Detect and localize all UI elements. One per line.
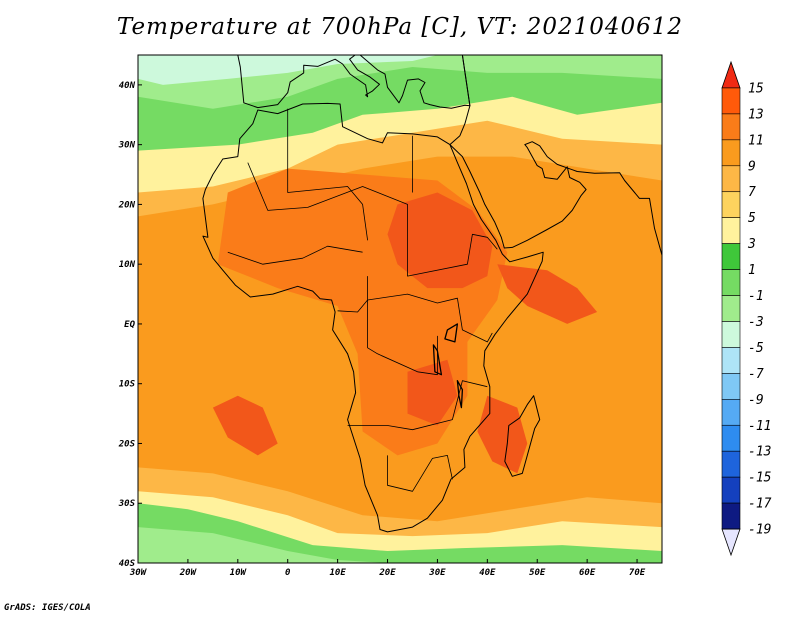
y-tick-label: 30S xyxy=(118,499,136,509)
east-arabian-red xyxy=(497,264,598,324)
colorbar-segment xyxy=(721,113,741,141)
colorbar-label: -13 xyxy=(748,445,771,460)
madagascar-coastline xyxy=(504,395,541,477)
colorbar-label: -17 xyxy=(748,497,772,512)
y-tick-label: 40S xyxy=(119,559,136,569)
border-line xyxy=(337,293,493,343)
colorbar-segment xyxy=(721,243,741,270)
y-tick-label: 30N xyxy=(118,141,136,151)
africa-coastline xyxy=(202,102,544,533)
border-line xyxy=(247,162,498,277)
colorbar-label: 3 xyxy=(747,237,756,252)
y-tick-label: 10S xyxy=(119,380,136,390)
colorbar-segment xyxy=(721,165,741,193)
colorbar-segment xyxy=(721,424,741,452)
colorbar-segment xyxy=(721,217,741,244)
colorbar-segment xyxy=(721,476,741,504)
colorbar-label: -15 xyxy=(748,471,772,486)
temperature-field xyxy=(138,55,662,563)
x-tick-label: 30W xyxy=(129,568,148,578)
colorbar-label: -7 xyxy=(748,367,764,382)
x-tick-label: 30E xyxy=(428,568,446,578)
coastlines xyxy=(202,55,662,533)
colorbar-segment xyxy=(721,347,741,374)
colorbar-segment xyxy=(721,321,741,348)
lake-outline xyxy=(456,380,464,409)
border-line xyxy=(347,380,488,431)
zambia-red xyxy=(407,359,458,426)
x-tick-label: 40E xyxy=(479,568,496,578)
x-tick-label: 20W xyxy=(179,568,198,578)
x-tick-label: 0 xyxy=(285,568,291,578)
colorbar-label: -3 xyxy=(748,315,764,330)
colorbar: 15 13 11 9 7 5 3 1 -1 -3 -5 -7 -9 -11 -13 -15 -17 -19 xyxy=(721,60,772,557)
y-axis-ticks: 40N 30N 20N 10N EQ 10S 20S 30S 40S xyxy=(118,81,142,569)
chart-title: Temperature at 700hPa [C], VT: 202104061… xyxy=(116,14,684,40)
y-tick-label: 10N xyxy=(119,260,136,270)
x-axis-ticks: 30W 20W 10W 0 10E 20E 30E 40E 50E 60E 70E xyxy=(129,559,646,578)
x-tick-label: 50E xyxy=(529,568,546,578)
y-tick-label: 40N xyxy=(119,81,136,91)
colorbar-label: 9 xyxy=(748,159,756,174)
colorbar-segment xyxy=(721,399,741,426)
y-tick-label: 20S xyxy=(118,439,136,449)
colorbar-label: 11 xyxy=(748,133,764,148)
colorbar-label: 7 xyxy=(748,185,756,200)
colorbar-segment xyxy=(721,139,741,167)
colorbar-segment xyxy=(721,450,741,478)
colorbar-arrow-bottom xyxy=(721,528,741,557)
arabia-asia-coastline xyxy=(449,55,662,256)
colorbar-segment xyxy=(721,373,741,400)
north-cyan xyxy=(138,55,438,85)
sw-atlantic-red xyxy=(212,395,278,456)
colorbar-arrow-top xyxy=(721,60,741,89)
border-line xyxy=(387,455,453,492)
colorbar-label: -1 xyxy=(748,289,764,304)
border-line xyxy=(287,108,368,241)
colorbar-segment xyxy=(721,191,741,218)
x-tick-label: 70E xyxy=(629,568,646,578)
colorbar-segment xyxy=(721,87,741,115)
x-tick-label: 20E xyxy=(378,568,396,578)
map-frame xyxy=(137,54,663,564)
lake-outline xyxy=(444,323,459,343)
colorbar-segment xyxy=(721,502,741,530)
credit-label: GrADS: IGES/COLA xyxy=(4,603,91,613)
colorbar-label: 5 xyxy=(748,211,756,226)
europe-coastline xyxy=(237,55,471,109)
colorbar-label: -19 xyxy=(748,523,771,538)
madagascar-red xyxy=(477,395,528,474)
y-tick-label: EQ xyxy=(124,320,135,330)
lake-outline xyxy=(432,344,443,376)
border-line xyxy=(367,276,438,376)
south-palegreen xyxy=(138,527,388,563)
border-line xyxy=(227,245,363,265)
colorbar-label: 15 xyxy=(748,81,764,96)
colorbar-segment xyxy=(721,295,741,322)
y-tick-label: 20N xyxy=(118,200,136,210)
colorbar-label: 1 xyxy=(748,263,756,278)
colorbar-label: -11 xyxy=(748,419,771,434)
colorbar-segment xyxy=(721,269,741,296)
colorbar-label: -5 xyxy=(748,341,764,356)
colorbar-label: 13 xyxy=(748,107,764,122)
colorbar-label: -9 xyxy=(748,393,764,408)
x-tick-label: 10E xyxy=(329,568,346,578)
x-tick-label: 10W xyxy=(230,568,248,578)
x-tick-label: 60E xyxy=(579,568,596,578)
